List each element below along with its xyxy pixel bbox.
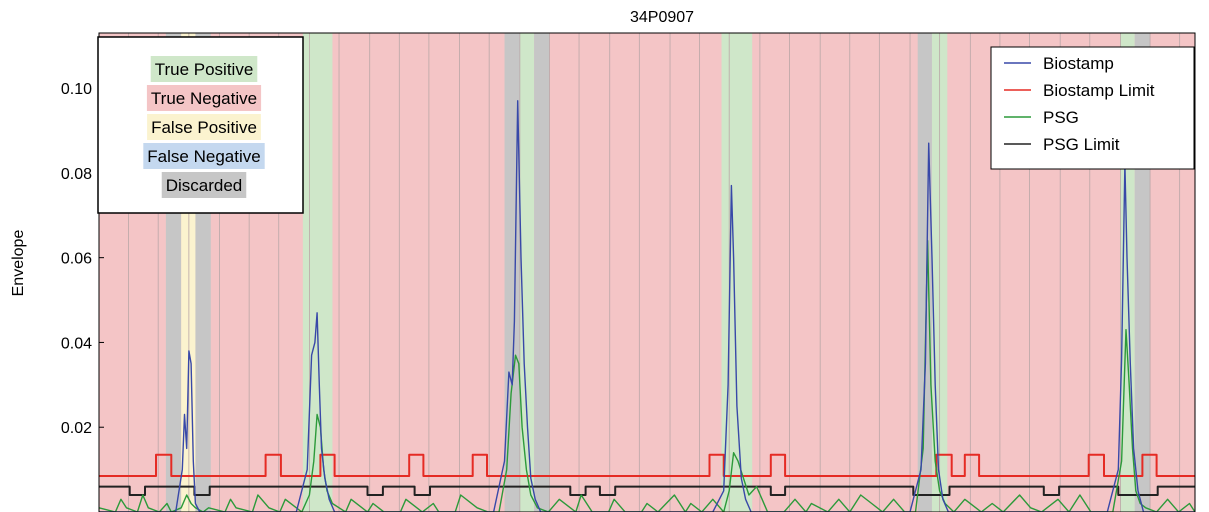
shaded-region-6 [534,33,550,512]
y-axis-ticks: 0.02 0.04 0.06 0.08 0.10 [61,81,104,437]
legend-label-2: PSG [1043,108,1079,127]
class-legend-swatch-2 [147,114,261,140]
legend-label-0: Biostamp [1043,54,1114,73]
class-legend-swatch-0 [150,56,258,82]
class-legend-label-2: False Positive [151,118,257,137]
class-legend-swatch-3 [143,143,265,169]
series-psg-limit [99,485,1195,496]
y-tick-label-2: 0.06 [61,251,92,268]
plot-frame [98,32,1196,512]
class-legend-label-3: False Negative [147,147,260,166]
class-legend: True Positive True Negative False Positive… [97,36,304,214]
class-legend-swatch-4 [161,172,247,198]
series-biostamp-limit [99,453,1195,477]
legend-label-3: PSG Limit [1043,135,1120,154]
class-legend-label-1: True Negative [151,89,257,108]
y-tick-label-0: 0.02 [61,420,92,437]
series-psg [98,239,1196,512]
y-tick-label-3: 0.08 [61,166,92,183]
y-tick-label-1: 0.04 [61,335,92,352]
series-legend-box [990,46,1195,170]
y-tick-label-4: 0.10 [61,81,92,98]
series-lines [98,100,1196,512]
legend-label-1: Biostamp Limit [1043,81,1155,100]
class-legend-label-4: Discarded [166,176,243,195]
series-biostamp [99,100,1195,512]
series-legend: Biostamp Biostamp Limit PSG PSG Limit [990,46,1195,170]
shaded-region-5 [519,33,535,512]
chart-title: 34P0907 [630,9,694,26]
y-axis-label: Envelope [10,230,27,297]
class-legend-label-0: True Positive [155,60,254,79]
shaded-region-3 [302,33,333,512]
class-legend-swatch-1 [146,85,262,111]
shaded-region-8 [917,33,932,512]
